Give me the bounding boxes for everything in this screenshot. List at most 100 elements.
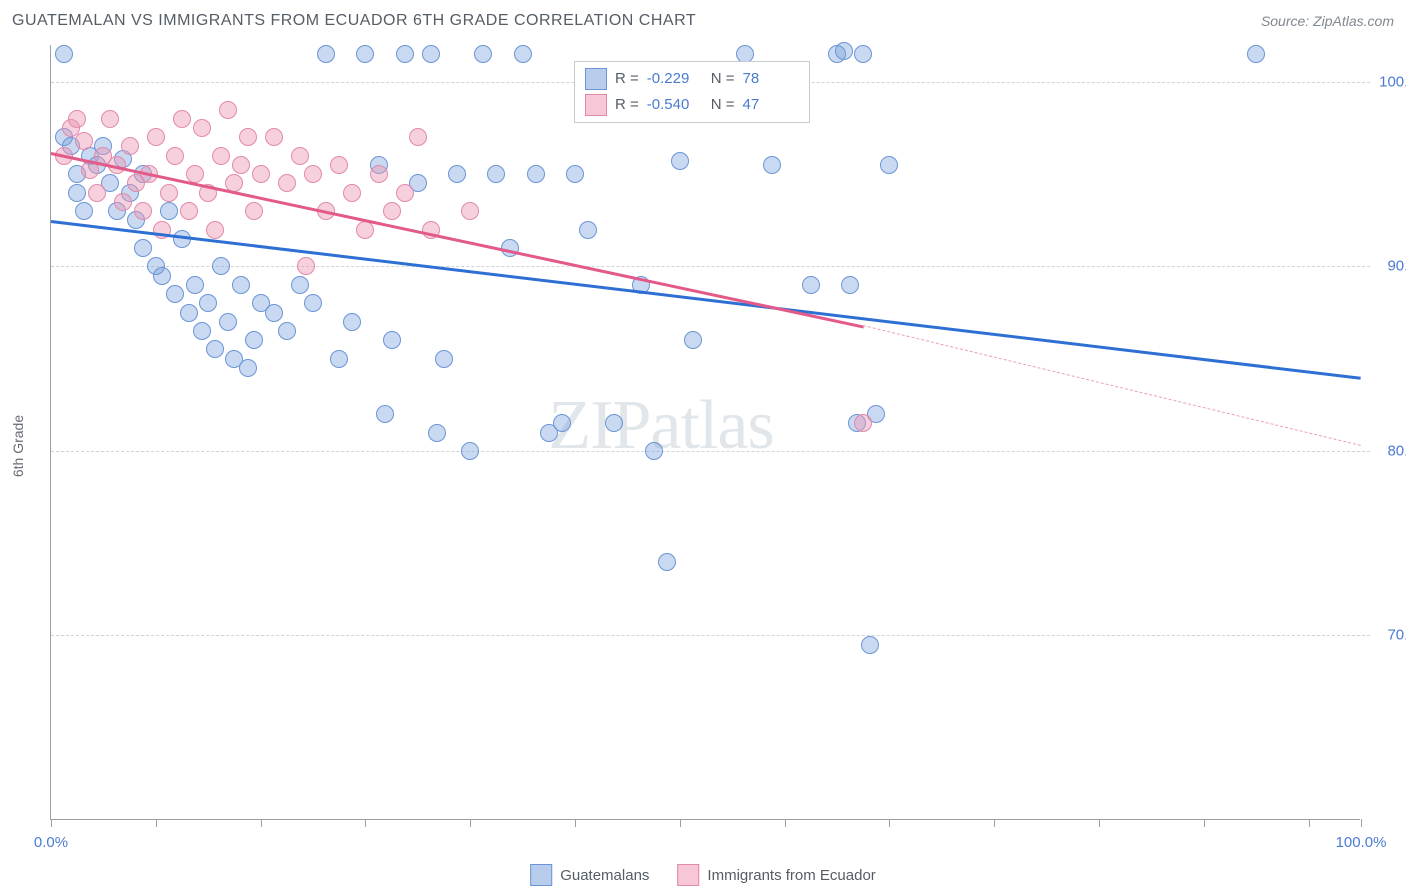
scatter-point (428, 424, 446, 442)
x-tick (785, 819, 786, 827)
scatter-point (835, 42, 853, 60)
legend-label: Immigrants from Ecuador (707, 867, 875, 884)
scatter-point (514, 45, 532, 63)
legend-swatch (585, 68, 607, 90)
scatter-point (297, 257, 315, 275)
legend-swatch (677, 864, 699, 886)
scatter-point (605, 414, 623, 432)
scatter-point (101, 110, 119, 128)
legend-n-label: N = (711, 96, 735, 113)
gridline (51, 451, 1370, 452)
scatter-point (566, 165, 584, 183)
legend-stats-row: R =-0.229N =78 (585, 66, 799, 92)
scatter-point (219, 313, 237, 331)
scatter-point (383, 202, 401, 220)
scatter-point (68, 184, 86, 202)
gridline (51, 635, 1370, 636)
scatter-point (193, 322, 211, 340)
scatter-point (763, 156, 781, 174)
x-tick (470, 819, 471, 827)
scatter-point (527, 165, 545, 183)
scatter-point (160, 202, 178, 220)
scatter-point (396, 184, 414, 202)
legend-n-label: N = (711, 70, 735, 87)
scatter-point (206, 221, 224, 239)
scatter-point (75, 132, 93, 150)
scatter-point (278, 174, 296, 192)
scatter-point (153, 267, 171, 285)
scatter-point (579, 221, 597, 239)
chart-title: GUATEMALAN VS IMMIGRANTS FROM ECUADOR 6T… (12, 12, 696, 30)
scatter-point (252, 165, 270, 183)
x-tick (889, 819, 890, 827)
x-tick (680, 819, 681, 827)
scatter-point (343, 313, 361, 331)
scatter-point (671, 152, 689, 170)
scatter-point (330, 156, 348, 174)
x-tick (261, 819, 262, 827)
x-tick-label: 100.0% (1336, 834, 1387, 851)
scatter-point (232, 276, 250, 294)
scatter-point (212, 147, 230, 165)
scatter-point (343, 184, 361, 202)
x-tick (994, 819, 995, 827)
scatter-point (376, 405, 394, 423)
scatter-point (356, 45, 374, 63)
scatter-point (383, 331, 401, 349)
scatter-point (487, 165, 505, 183)
scatter-point (802, 276, 820, 294)
scatter-point (658, 553, 676, 571)
legend-label: Guatemalans (560, 867, 649, 884)
chart-header: GUATEMALAN VS IMMIGRANTS FROM ECUADOR 6T… (12, 12, 1394, 30)
scatter-point (448, 165, 466, 183)
y-tick-label: 90.0% (1370, 258, 1406, 275)
legend-r-label: R = (615, 96, 639, 113)
x-tick (1309, 819, 1310, 827)
x-tick (365, 819, 366, 827)
scatter-point (684, 331, 702, 349)
y-tick-label: 100.0% (1370, 73, 1406, 90)
scatter-point (880, 156, 898, 174)
legend-r-value: -0.540 (647, 96, 703, 113)
legend-n-value: 47 (743, 96, 799, 113)
scatter-point (291, 276, 309, 294)
x-tick (1361, 819, 1362, 827)
scatter-point (370, 165, 388, 183)
scatter-point (245, 331, 263, 349)
scatter-point (134, 202, 152, 220)
scatter-point (304, 294, 322, 312)
x-tick (51, 819, 52, 827)
scatter-point (474, 45, 492, 63)
legend-stats-row: R = -0.540 N = 47 (585, 92, 799, 118)
scatter-point (461, 442, 479, 460)
scatter-point (55, 45, 73, 63)
scatter-point (841, 276, 859, 294)
legend-bottom: Guatemalans Immigrants from Ecuador (530, 864, 876, 886)
scatter-point (330, 350, 348, 368)
scatter-point (422, 45, 440, 63)
scatter-point (166, 147, 184, 165)
scatter-point (173, 110, 191, 128)
scatter-point (186, 276, 204, 294)
scatter-point (193, 119, 211, 137)
chart-source: Source: ZipAtlas.com (1261, 13, 1394, 29)
scatter-point (166, 285, 184, 303)
legend-swatch (530, 864, 552, 886)
scatter-point (396, 45, 414, 63)
scatter-point (206, 340, 224, 358)
scatter-point (121, 137, 139, 155)
scatter-point (645, 442, 663, 460)
scatter-point (854, 414, 872, 432)
scatter-point (180, 202, 198, 220)
scatter-point (219, 101, 237, 119)
x-tick (156, 819, 157, 827)
x-tick (1099, 819, 1100, 827)
scatter-point (88, 184, 106, 202)
scatter-point (160, 184, 178, 202)
scatter-point (114, 193, 132, 211)
legend-r-label: R = (615, 70, 639, 87)
scatter-point (1247, 45, 1265, 63)
scatter-point (212, 257, 230, 275)
scatter-point (304, 165, 322, 183)
legend-n-value: 78 (743, 70, 799, 87)
